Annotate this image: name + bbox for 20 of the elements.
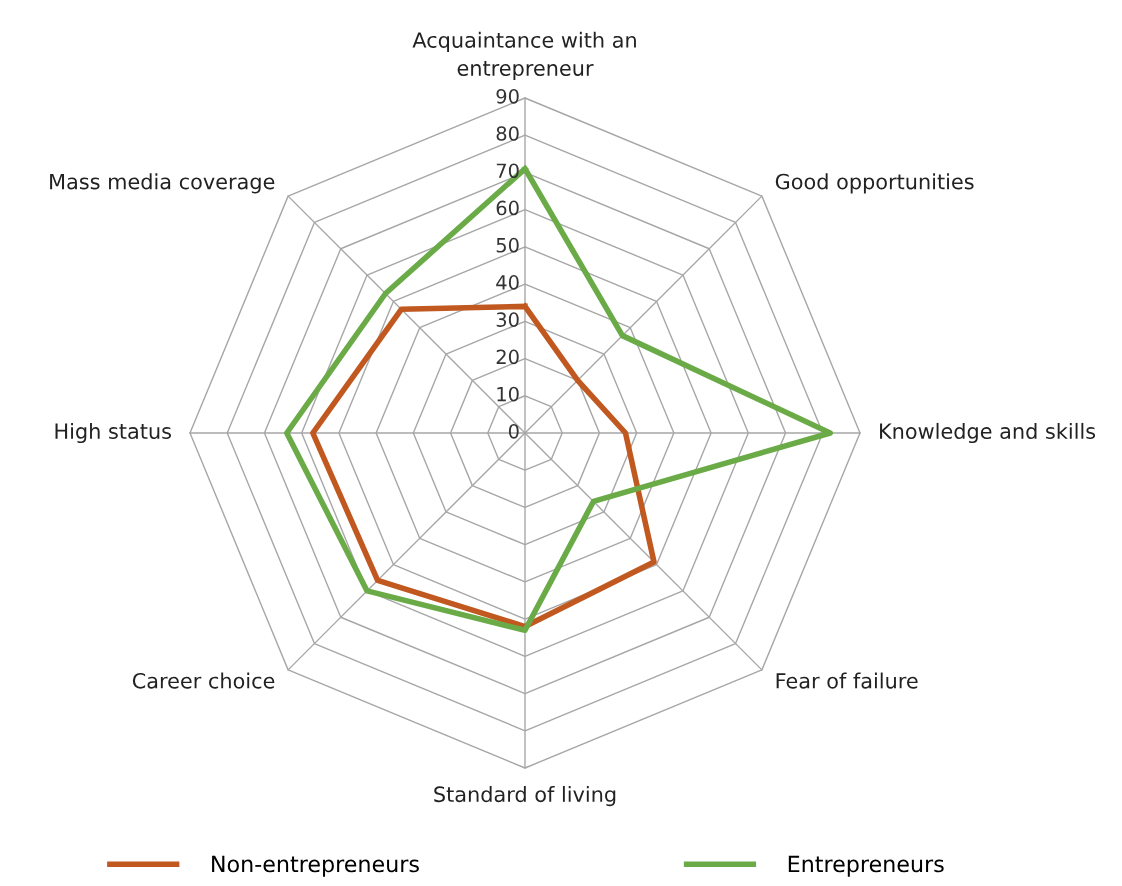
spoke-label: Good opportunities: [775, 173, 974, 194]
y-tick-label: 50: [496, 237, 519, 253]
spoke-label: Standard of living: [434, 786, 616, 807]
y-tick-label: 30: [496, 312, 519, 327]
spoke-label: Acquaintance with an entrepreneur: [412, 31, 636, 80]
spoke-label: Fear of failure: [776, 672, 918, 689]
y-tick-label: 0: [508, 423, 519, 439]
y-tick-label: 80: [496, 126, 519, 141]
legend-label: Entrepreneurs: [788, 855, 944, 877]
y-tick-label: 40: [496, 275, 519, 290]
y-tick-label: 70: [496, 163, 519, 179]
spoke-label: Knowledge and skills: [880, 422, 1096, 444]
spoke-label: Career choice: [132, 672, 275, 689]
legend-label: Non-entrepreneurs: [212, 855, 419, 877]
spoke-label: Mass media coverage: [50, 173, 275, 194]
y-tick-label: 90: [496, 88, 519, 104]
spoke-label: High status: [55, 422, 171, 444]
y-tick-label: 10: [497, 386, 519, 402]
y-tick-label: 20: [496, 349, 519, 365]
y-tick-label: 60: [496, 200, 519, 216]
